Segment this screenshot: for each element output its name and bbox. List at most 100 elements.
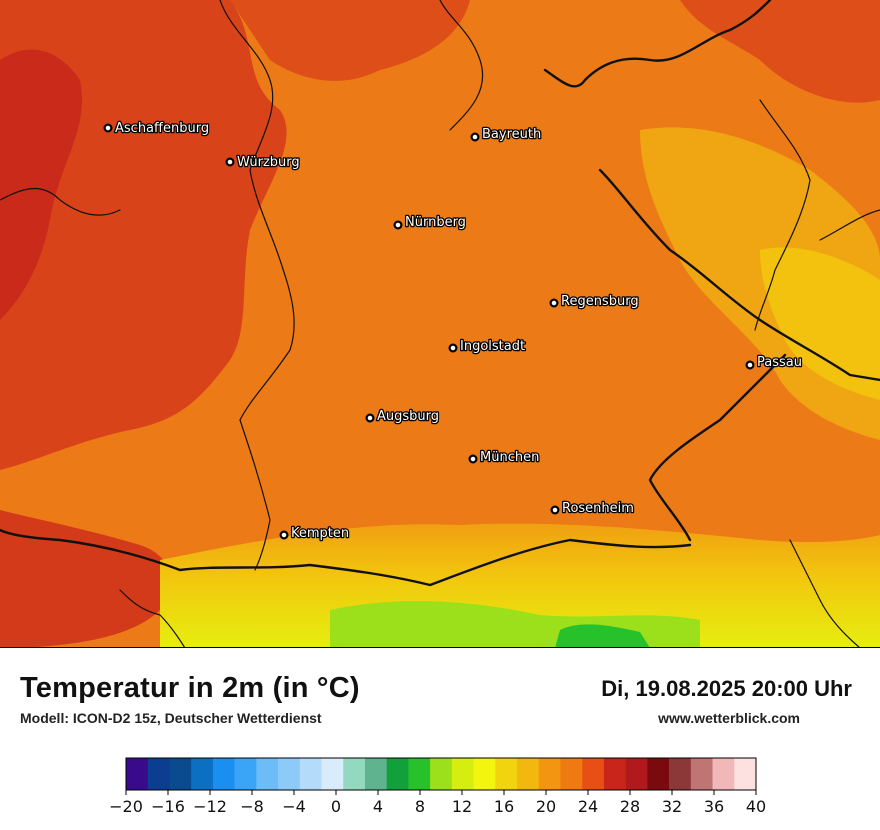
scale-tick-label: 4 — [373, 797, 383, 816]
scale-tick-label: 8 — [415, 797, 425, 816]
scale-swatch — [603, 758, 626, 790]
scale-swatch — [517, 758, 540, 790]
city-label: München — [480, 450, 539, 465]
scale-swatch — [234, 758, 257, 790]
scale-swatch — [712, 758, 735, 790]
scale-tick-label: 32 — [662, 797, 682, 816]
city-dot — [468, 454, 478, 464]
scale-swatch — [343, 758, 366, 790]
city-dot — [448, 343, 458, 353]
city-regensburg: Regensburg — [549, 293, 640, 310]
website-link[interactable]: www.wetterblick.com — [658, 710, 800, 726]
scale-swatch — [169, 758, 192, 790]
scale-tick-label: −20 — [109, 797, 143, 816]
city-dot — [103, 123, 113, 133]
regional-border-6 — [789, 539, 861, 648]
city-label: Passau — [757, 355, 802, 370]
city-dot — [365, 413, 375, 423]
scale-swatch — [256, 758, 279, 790]
scale-swatch — [690, 758, 713, 790]
regional-border-2 — [439, 0, 484, 131]
regional-border-3 — [0, 187, 121, 216]
city-bayreuth: Bayreuth — [470, 126, 543, 143]
scale-swatch — [625, 758, 648, 790]
national-border-austria-east — [648, 353, 787, 542]
city-label: Bayreuth — [482, 127, 541, 142]
alpine-peaks — [555, 624, 650, 648]
city-dot — [225, 157, 235, 167]
scale-tick-label: 12 — [452, 797, 472, 816]
city-kempten: Kempten — [279, 525, 350, 542]
hot-region-west-core — [0, 49, 83, 320]
scale-swatch — [538, 758, 561, 790]
regional-border-4 — [754, 99, 811, 331]
scale-swatch — [430, 758, 453, 790]
scale-tick-label: −12 — [193, 797, 227, 816]
city-label: Aschaffenburg — [115, 121, 209, 136]
scale-swatch — [299, 758, 322, 790]
info-panel: Temperatur in 2m (in °C) Modell: ICON-D2… — [0, 648, 880, 830]
hot-region-northeast — [680, 0, 880, 103]
scale-swatch — [126, 758, 149, 790]
city-dot — [393, 220, 403, 230]
city-label: Kempten — [291, 526, 349, 541]
city-label: Ingolstadt — [460, 339, 525, 354]
forecast-datetime: Di, 19.08.2025 20:00 Uhr — [601, 676, 852, 701]
city-label: Rosenheim — [562, 501, 634, 516]
color-scale-legend: −20 −16 −12 −8 −4 0 4 8 12 16 20 24 28 32 36 40 — [109, 757, 766, 816]
regional-border-7 — [119, 589, 186, 648]
city-dot — [745, 360, 755, 370]
scale-outline — [125, 757, 757, 791]
national-border-east — [598, 168, 880, 382]
scale-ticks: −20 −16 −12 −8 −4 0 4 8 12 16 20 24 28 32 36 40 — [109, 790, 766, 816]
scale-tick-label: 28 — [620, 797, 640, 816]
scale-swatch — [191, 758, 214, 790]
hot-region-southwest — [0, 510, 171, 648]
city-dot — [470, 132, 480, 142]
city-label: Augsburg — [377, 409, 439, 424]
city-aschaffenburg: Aschaffenburg — [103, 120, 210, 137]
scale-swatch — [647, 758, 670, 790]
scale-swatch — [560, 758, 583, 790]
scale-swatch — [364, 758, 387, 790]
scale-swatch — [669, 758, 692, 790]
temperature-map: Aschaffenburg Würzburg Bayreuth Nürnberg… — [0, 0, 880, 648]
scale-tick-label: 40 — [746, 797, 766, 816]
scale-tick-label: 36 — [704, 797, 724, 816]
scale-swatch — [386, 758, 409, 790]
scale-swatch — [582, 758, 605, 790]
model-source: Modell: ICON-D2 15z, Deutscher Wetterdie… — [20, 710, 322, 726]
scale-tick-label: 16 — [494, 797, 514, 816]
scale-swatch — [408, 758, 431, 790]
map-title: Temperatur in 2m (in °C) — [20, 672, 360, 704]
scale-swatch — [495, 758, 518, 790]
city-augsburg: Augsburg — [365, 408, 440, 425]
scale-swatch — [321, 758, 344, 790]
city-nuernberg: Nürnberg — [393, 214, 467, 231]
city-dot — [549, 298, 559, 308]
city-markers: Aschaffenburg Würzburg Bayreuth Nürnberg… — [103, 120, 803, 542]
city-wuerzburg: Würzburg — [225, 154, 301, 171]
regional-border-5 — [819, 209, 880, 241]
city-dot — [550, 505, 560, 515]
city-rosenheim: Rosenheim — [550, 500, 635, 517]
scale-swatch — [212, 758, 235, 790]
scale-tick-label: −16 — [151, 797, 185, 816]
city-label: Würzburg — [237, 155, 300, 170]
city-passau: Passau — [745, 354, 803, 371]
scale-swatch — [147, 758, 170, 790]
scale-tick-label: 24 — [578, 797, 598, 816]
city-label: Regensburg — [561, 294, 639, 309]
city-muenchen: München — [468, 449, 541, 466]
cool-region-east-core — [760, 247, 880, 400]
city-label: Nürnberg — [405, 215, 466, 230]
hot-region-north — [230, 0, 470, 81]
scale-tick-label: 20 — [536, 797, 556, 816]
city-dot — [279, 530, 289, 540]
scale-tick-label: 0 — [331, 797, 341, 816]
national-border-austria-south — [0, 528, 692, 587]
scale-swatch — [734, 758, 757, 790]
scale-swatch — [473, 758, 496, 790]
national-border-czech — [543, 0, 772, 88]
scale-tick-label: −8 — [240, 797, 264, 816]
